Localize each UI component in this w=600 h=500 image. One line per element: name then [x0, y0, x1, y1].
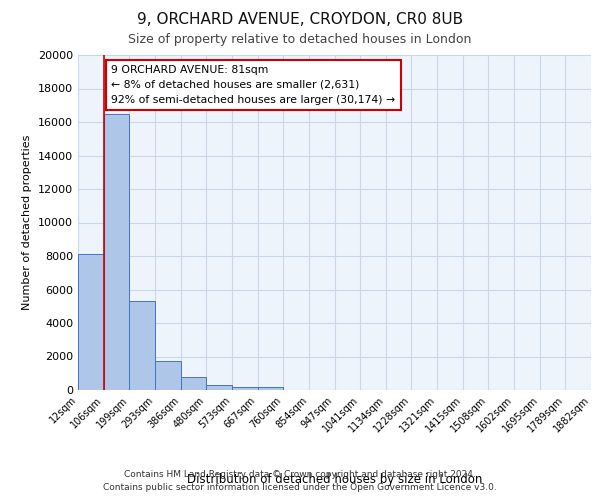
Bar — [232, 386, 257, 390]
Bar — [206, 385, 232, 390]
Bar — [257, 388, 283, 390]
Bar — [78, 254, 104, 390]
Text: Size of property relative to detached houses in London: Size of property relative to detached ho… — [128, 32, 472, 46]
Text: Contains HM Land Registry data © Crown copyright and database right 2024.
Contai: Contains HM Land Registry data © Crown c… — [103, 470, 497, 492]
Text: 9 ORCHARD AVENUE: 81sqm
← 8% of detached houses are smaller (2,631)
92% of semi-: 9 ORCHARD AVENUE: 81sqm ← 8% of detached… — [112, 65, 395, 104]
Y-axis label: Number of detached properties: Number of detached properties — [22, 135, 32, 310]
Bar — [130, 301, 155, 390]
Bar — [104, 114, 130, 390]
Text: 9, ORCHARD AVENUE, CROYDON, CR0 8UB: 9, ORCHARD AVENUE, CROYDON, CR0 8UB — [137, 12, 463, 28]
Bar — [181, 378, 206, 390]
Bar — [155, 360, 181, 390]
X-axis label: Distribution of detached houses by size in London: Distribution of detached houses by size … — [187, 473, 482, 486]
